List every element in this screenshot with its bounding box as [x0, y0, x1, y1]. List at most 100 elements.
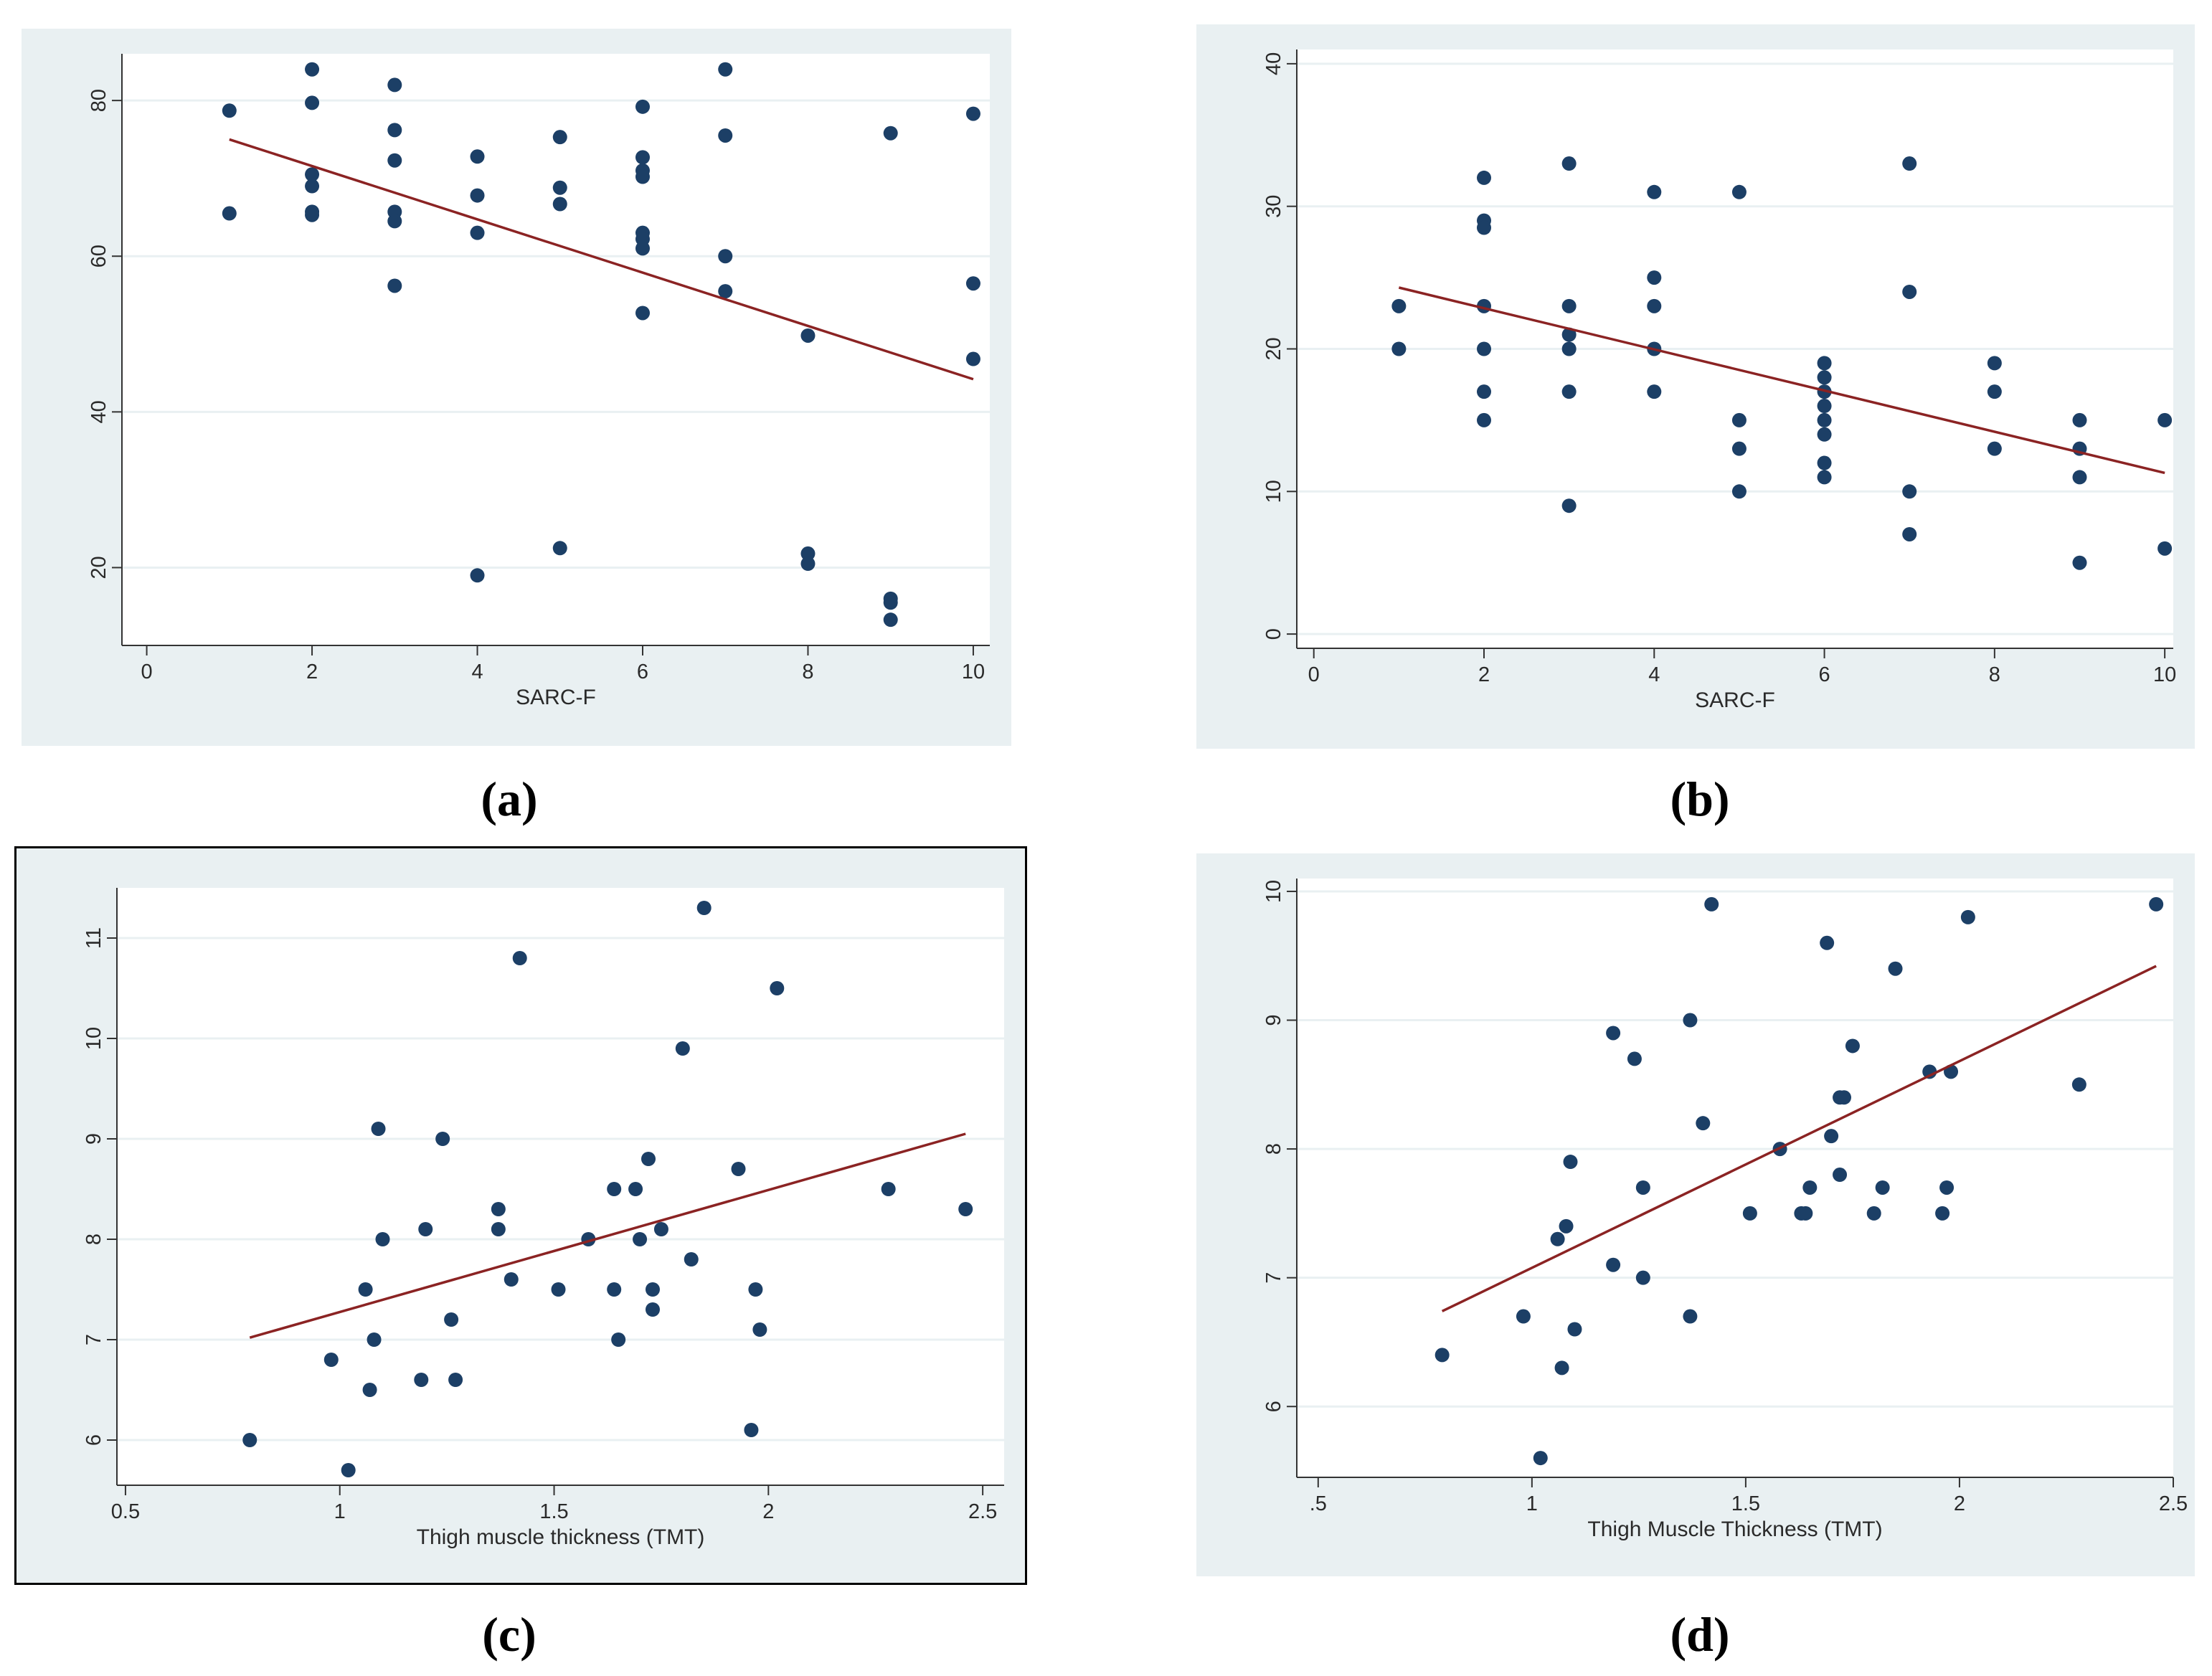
data-point-a-3 [305, 95, 320, 110]
y-tick-label-a-2: 60 [88, 245, 110, 268]
data-point-b-24 [1817, 356, 1832, 371]
data-point-d-3 [1550, 1231, 1565, 1246]
data-point-b-4 [1477, 220, 1492, 235]
data-point-c-31 [731, 1162, 746, 1176]
data-point-c-9 [418, 1222, 433, 1236]
data-point-a-18 [552, 130, 567, 145]
data-point-c-25 [645, 1282, 660, 1297]
data-point-c-15 [504, 1272, 519, 1287]
x-tick-label-a-2: 4 [471, 661, 483, 683]
data-point-c-16 [512, 951, 527, 965]
data-point-c-22 [628, 1182, 643, 1196]
data-point-c-12 [448, 1373, 463, 1387]
data-point-b-29 [1817, 427, 1832, 442]
data-point-b-34 [1902, 484, 1917, 499]
data-point-c-26 [645, 1302, 660, 1317]
x-axis-title-b: SARC-F [1695, 688, 1775, 712]
data-point-b-14 [1561, 498, 1577, 513]
data-point-c-33 [748, 1282, 763, 1297]
x-tick-label-d-0: .5 [1310, 1492, 1327, 1515]
y-tick-label-d-2: 8 [1262, 1143, 1285, 1155]
data-point-d-7 [1567, 1322, 1582, 1337]
data-point-d-35 [1960, 909, 1975, 924]
data-point-c-23 [633, 1232, 648, 1246]
x-tick-label-a-3: 6 [637, 661, 648, 683]
x-axis-title-d: Thigh Muscle Thickness (TMT) [1587, 1518, 1882, 1541]
data-point-b-23 [1731, 484, 1747, 499]
data-point-a-10 [387, 153, 402, 168]
data-point-a-21 [552, 541, 567, 556]
data-point-a-20 [552, 197, 567, 212]
data-point-a-13 [387, 278, 402, 293]
data-point-b-27 [1817, 399, 1832, 414]
data-point-a-40 [883, 612, 898, 628]
caption-c-text: (c) [482, 1607, 537, 1662]
fit-line-d [1441, 965, 2157, 1312]
data-point-a-41 [965, 106, 980, 121]
data-point-a-29 [635, 306, 650, 321]
data-point-a-36 [800, 557, 816, 572]
data-point-d-16 [1704, 896, 1719, 912]
data-point-c-34 [752, 1322, 767, 1337]
data-point-b-43 [2157, 412, 2173, 427]
y-tick-label-a-1: 40 [88, 400, 110, 423]
x-tick-label-b-5: 10 [2153, 663, 2176, 686]
y-tick-label-c-0: 6 [82, 1434, 105, 1446]
data-point-b-37 [1987, 384, 2002, 399]
data-point-b-0 [1391, 298, 1407, 313]
data-point-a-37 [883, 126, 898, 141]
chart-panel-a: 20 40 60 80 0 2 4 6 8 10 SARC-F [22, 29, 1011, 746]
data-point-b-8 [1477, 412, 1492, 427]
data-point-c-4 [362, 1383, 377, 1397]
x-tick-label-a-5: 10 [962, 661, 985, 683]
data-point-b-31 [1817, 470, 1832, 485]
data-point-d-5 [1559, 1218, 1574, 1234]
data-point-c-24 [641, 1152, 656, 1166]
caption-a: (a) [366, 771, 653, 828]
data-point-c-28 [675, 1041, 690, 1056]
data-point-d-13 [1683, 1013, 1698, 1028]
fit-line-b [1398, 286, 2165, 475]
data-point-c-14 [491, 1222, 506, 1236]
data-point-a-42 [965, 276, 980, 291]
data-point-d-15 [1696, 1116, 1711, 1131]
data-point-b-39 [2072, 412, 2087, 427]
data-point-c-17 [551, 1282, 566, 1297]
data-point-a-22 [635, 99, 650, 114]
x-axis-title-c: Thigh muscle thickness (TMT) [417, 1525, 705, 1549]
data-point-c-21 [611, 1332, 626, 1347]
y-tick-label-b-0: 0 [1262, 628, 1285, 640]
data-point-b-41 [2072, 470, 2087, 485]
caption-b: (b) [1556, 771, 1843, 828]
data-point-b-28 [1817, 412, 1832, 427]
data-point-d-25 [1837, 1090, 1852, 1105]
plot-area-c [117, 888, 1004, 1485]
data-point-c-2 [341, 1463, 356, 1477]
data-point-d-37 [2149, 896, 2164, 912]
data-point-d-17 [1742, 1206, 1757, 1221]
data-point-a-5 [305, 179, 320, 194]
data-point-b-38 [1987, 441, 2002, 456]
data-point-c-32 [744, 1423, 759, 1437]
data-point-a-1 [222, 206, 237, 221]
x-tick-label-b-2: 4 [1648, 663, 1660, 686]
data-point-d-33 [1939, 1180, 1955, 1195]
data-point-b-15 [1647, 184, 1662, 199]
data-point-a-19 [552, 180, 567, 195]
data-point-d-6 [1563, 1155, 1578, 1170]
data-point-a-32 [718, 249, 733, 264]
data-point-b-22 [1731, 441, 1747, 456]
x-axis-title-a: SARC-F [516, 686, 596, 709]
scatter-plot-a: 20 40 60 80 0 2 4 6 8 10 SARC-F [22, 29, 1011, 746]
fit-line-c [249, 1132, 966, 1339]
data-point-b-17 [1647, 298, 1662, 313]
data-point-d-11 [1635, 1270, 1650, 1285]
x-tick-label-a-4: 8 [802, 661, 813, 683]
data-point-b-36 [1987, 356, 2002, 371]
data-point-c-36 [881, 1182, 896, 1196]
plot-area-d [1297, 879, 2173, 1477]
data-point-a-31 [718, 128, 733, 143]
data-point-c-6 [371, 1122, 386, 1136]
data-point-d-22 [1820, 935, 1835, 950]
data-point-c-13 [491, 1202, 506, 1216]
